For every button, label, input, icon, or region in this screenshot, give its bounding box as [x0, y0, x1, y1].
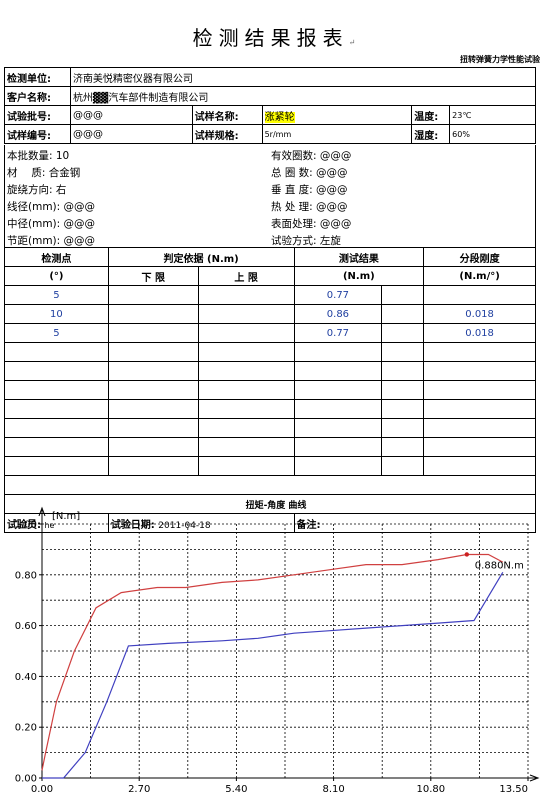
info-right-1: 总 圈 数: @@@: [271, 167, 348, 179]
spec-label: 试样规格:: [191, 124, 263, 144]
row-point: 5: [4, 285, 109, 305]
info-right-0: 有效圈数: @@@: [271, 150, 352, 162]
info-right-4: 表面处理: @@@: [271, 218, 352, 230]
results-table: 检测点 判定依据 (N.m) 测试结果 分段刚度 (°) 下 限 上 限 (N.…: [4, 247, 537, 533]
chart-annotation: 0.880N.m: [464, 552, 524, 571]
info-right-3: 热 处 理: @@@: [271, 201, 348, 213]
batch-value: @@@: [69, 105, 193, 125]
x-tick-label: 0.00: [31, 784, 53, 795]
info-left-0: 本批数量: 10: [7, 150, 70, 162]
chart-ticks: 0.00 2.70 5.40 8.10 10.80 13.50 0.00 0.20 0.40 0.…: [15, 520, 529, 795]
table-row: 10 0.86 0.018: [4, 304, 536, 324]
x-tick-label: 5.40: [225, 784, 247, 795]
header-result: 测试结果: [293, 247, 425, 267]
x-tick-label: 2.70: [128, 784, 150, 795]
chart-axes: [38, 506, 540, 782]
row-result: 0.77: [293, 323, 383, 343]
spec-value: 5r/mm: [261, 124, 413, 144]
header-point-unit: (°): [4, 266, 109, 286]
x-axis-arrow: [529, 774, 540, 782]
y-tick-label: 0.60: [15, 621, 37, 632]
sample-no-value: @@@: [69, 124, 193, 144]
info-left-5: 节距(mm): @@@: [7, 235, 96, 247]
sample-name-value: 涨紧轮: [264, 111, 295, 123]
header-lower: 下 限: [107, 266, 199, 286]
table-row: [4, 361, 536, 381]
date-value: 2011-04-18: [158, 520, 211, 531]
chart-title: 扭矩-角度 曲线: [246, 499, 307, 511]
row-stiffness: [423, 285, 536, 305]
row-result: 0.86: [293, 304, 383, 324]
temp-label: 温度:: [411, 105, 451, 125]
tester-label: 试验员: he: [4, 513, 109, 533]
sample-name-cell: 涨紧轮: [261, 105, 413, 125]
tester-value: he: [44, 520, 55, 530]
table-row: [4, 418, 536, 438]
peak-label: 0.880N.m: [475, 560, 524, 571]
y-tick-label: 1.00: [15, 520, 37, 531]
unit-value: 济南美悦精密仪器有限公司: [69, 67, 537, 87]
y-tick-label: 0.40: [15, 672, 37, 683]
series-line-1: [42, 571, 504, 779]
sample-no-label: 试样编号:: [4, 124, 71, 144]
header-upper: 上 限: [197, 266, 295, 286]
header-table: 检测单位: 济南美悦精密仪器有限公司 客户名称: 杭州▓▓汽车部件制造有限公司 …: [4, 67, 537, 144]
row-stiffness: 0.018: [423, 304, 536, 324]
row-point: 10: [4, 304, 109, 324]
humidity-value: 60%: [449, 124, 536, 144]
table-row: 5 0.77: [4, 285, 536, 305]
table-row: [4, 399, 536, 419]
x-tick-label: 10.80: [416, 784, 445, 795]
peak-marker: [464, 552, 469, 557]
table-row: [4, 380, 536, 400]
series-line-0: [41, 553, 504, 771]
y-tick-label: 0.00: [15, 774, 37, 785]
info-left-3: 线径(mm): @@@: [7, 201, 96, 213]
header-point: 检测点: [4, 247, 109, 267]
temp-value: 23℃: [449, 105, 536, 125]
y-tick-label: 0.80: [15, 570, 37, 581]
table-row: [4, 437, 536, 457]
info-right-2: 垂 直 度: @@@: [271, 184, 348, 196]
info-left-1: 材 质: 合金钢: [7, 167, 81, 179]
header-stiffness: 分段刚度: [423, 247, 536, 267]
info-right-5: 试验方式: 左旋: [271, 235, 341, 247]
y-tick-label: 0.20: [15, 723, 37, 734]
report-subtitle: 扭转弹簧力学性能试验: [460, 55, 540, 64]
note-label: 备注:: [293, 513, 537, 533]
info-left-2: 旋绕方向: 右: [7, 184, 67, 196]
humidity-label: 湿度:: [411, 124, 451, 144]
row-point: 5: [4, 323, 109, 343]
y-axis-arrow: [38, 506, 46, 517]
unit-label: 检测单位:: [4, 67, 71, 87]
torque-angle-chart: 扭矩-角度 曲线 [N.m] 0.00 2.70 5.40 8.10 10.80 13.5…: [15, 499, 540, 795]
y-axis-label: [N.m]: [52, 511, 80, 522]
report-title: 检测结果报表↵: [192, 26, 356, 50]
spring-info-block: 本批数量: 10 材 质: 合金钢 旋绕方向: 右 线径(mm): @@@ 中径…: [4, 145, 536, 247]
info-left-4: 中径(mm): @@@: [7, 218, 96, 230]
row-stiffness: 0.018: [423, 323, 536, 343]
sample-name-label: 试样名称:: [191, 105, 263, 125]
client-value: 杭州▓▓汽车部件制造有限公司: [69, 86, 537, 106]
header-stiffness-unit: (N.m/°): [423, 266, 536, 286]
header-basis: 判定依据 (N.m): [107, 247, 295, 267]
table-row: 5 0.77 0.018: [4, 323, 536, 343]
header-result-unit: (N.m): [293, 266, 425, 286]
batch-label: 试验批号:: [4, 105, 71, 125]
client-label: 客户名称:: [4, 86, 71, 106]
table-row: [4, 342, 536, 362]
table-row: [4, 456, 536, 476]
row-result: 0.77: [293, 285, 383, 305]
x-tick-label: 13.50: [499, 784, 528, 795]
chart-grid: [41, 523, 529, 779]
chart-series: [41, 553, 504, 779]
x-tick-label: 8.10: [322, 784, 344, 795]
